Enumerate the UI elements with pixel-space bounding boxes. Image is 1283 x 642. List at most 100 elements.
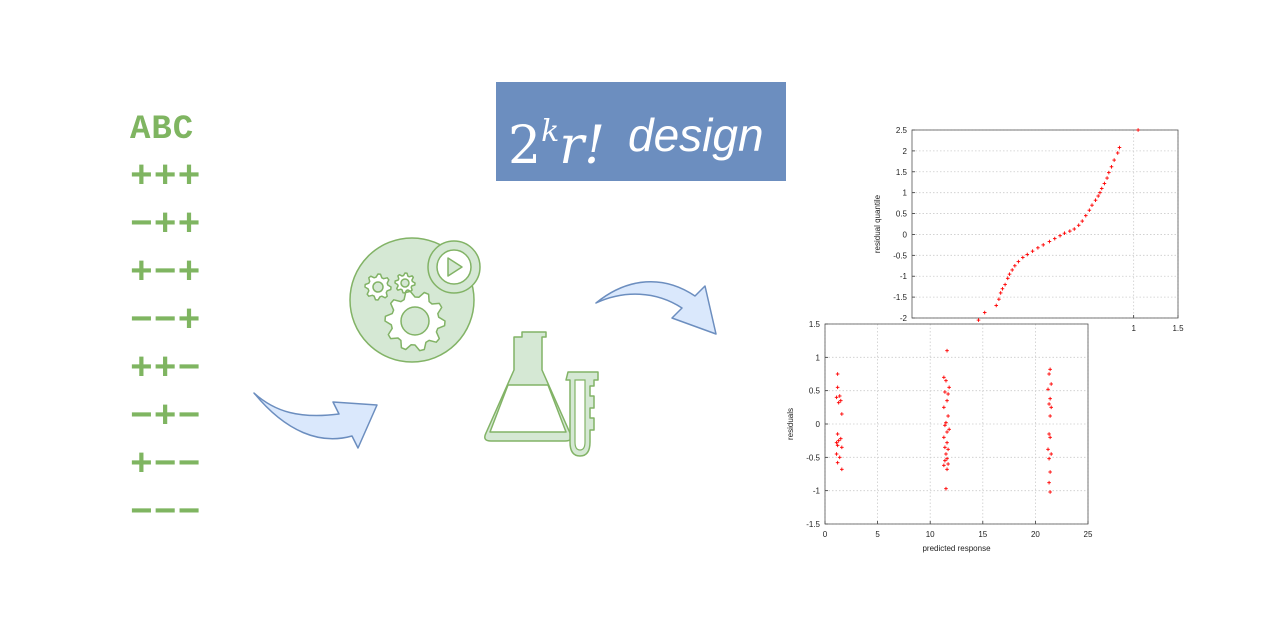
factor-row-6: −+−	[130, 396, 202, 439]
data-point	[947, 427, 951, 432]
data-point	[1087, 208, 1092, 213]
data-point	[835, 460, 840, 465]
data-point	[835, 385, 840, 390]
data-point	[1117, 145, 1122, 150]
factor-row-3: +−+	[130, 252, 202, 295]
data-point	[998, 291, 1003, 295]
y-tick-label: 1	[816, 353, 821, 362]
data-point	[946, 447, 950, 452]
data-point	[1000, 286, 1005, 291]
data-point	[946, 462, 950, 466]
data-point	[1090, 203, 1094, 207]
data-point	[1047, 432, 1051, 436]
data-point	[1102, 181, 1107, 186]
title-base: 2	[508, 116, 542, 176]
data-point	[997, 297, 1001, 301]
y-tick-label: -1.5	[893, 293, 907, 302]
flask-icon	[484, 331, 599, 457]
data-point	[1007, 272, 1012, 276]
y-tick-label: 2	[903, 147, 908, 156]
arrow-curve-icon	[595, 280, 717, 335]
data-point	[1049, 452, 1053, 456]
data-point	[836, 400, 841, 405]
data-point	[943, 458, 947, 463]
data-point	[942, 463, 946, 468]
x-tick-label: 25	[1084, 530, 1093, 539]
data-point	[834, 395, 839, 400]
data-point	[982, 310, 987, 315]
data-point	[1047, 239, 1052, 244]
data-point	[1048, 396, 1052, 401]
residuals-plot: 0 5 10 15 20 25 1.5 1 0.5 0 -0.5 -1 -1.5 residuals pre…	[786, 320, 1093, 553]
data-point	[1112, 158, 1116, 162]
data-point	[944, 452, 948, 456]
x-tick-label: 0	[823, 530, 828, 539]
data-point	[945, 348, 949, 353]
data-point	[994, 303, 999, 308]
y-tick-label: 0	[903, 230, 908, 239]
x-tick-label: 20	[1031, 530, 1040, 539]
data-point	[1049, 405, 1053, 410]
data-point	[1048, 470, 1052, 474]
factor-row-4: −−+	[130, 300, 202, 343]
data-point	[942, 375, 946, 380]
data-point	[1010, 268, 1014, 272]
data-point	[1046, 447, 1050, 452]
x-tick-label: 10	[926, 530, 935, 539]
data-point	[1098, 190, 1102, 195]
factor-row-2: −++	[130, 204, 202, 247]
y-tick-label: 1.5	[896, 168, 908, 177]
y-tick-label: -1	[900, 272, 908, 281]
data-point	[1048, 367, 1052, 372]
data-point	[1003, 282, 1007, 287]
data-point	[943, 390, 947, 394]
y-tick-label: -0.5	[893, 251, 907, 260]
data-point	[837, 394, 842, 398]
y-tick-label: 0.5	[896, 210, 908, 219]
data-point	[834, 452, 839, 456]
chart-grid	[912, 129, 1179, 319]
gear-icon	[364, 273, 392, 301]
y-tick-label: -2	[900, 314, 908, 323]
data-point	[840, 467, 844, 472]
data-point	[1058, 233, 1062, 238]
y-tick-label: 0	[816, 420, 821, 429]
y-tick-label: 0.5	[809, 387, 821, 396]
data-point	[838, 436, 843, 441]
data-point	[942, 405, 946, 410]
data-point	[1115, 151, 1120, 155]
data-point	[1109, 164, 1114, 169]
data-point	[944, 420, 948, 425]
gears-play-icon	[349, 237, 481, 363]
factor-table-header: ABC	[130, 111, 195, 149]
data-point	[835, 443, 840, 448]
data-point	[1047, 456, 1051, 461]
data-point	[945, 398, 949, 403]
data-point	[1093, 198, 1098, 202]
data-point	[1107, 170, 1111, 175]
data-point	[1030, 249, 1035, 253]
data-point	[1052, 236, 1057, 241]
data-point	[835, 432, 840, 436]
data-point	[837, 455, 842, 460]
data-point	[1041, 243, 1046, 247]
data-point	[945, 456, 949, 461]
x-tick-label: 1	[1131, 324, 1136, 333]
data-point	[1046, 387, 1050, 392]
data-point	[946, 414, 950, 418]
title-word: design	[628, 109, 764, 161]
data-point	[944, 378, 948, 383]
x-tick-label: 5	[875, 530, 880, 539]
factor-row-1: +++	[130, 156, 202, 199]
data-point	[838, 398, 843, 403]
factor-row-5: ++−	[130, 348, 202, 391]
data-point	[1025, 252, 1030, 257]
x-tick-label: 15	[978, 530, 987, 539]
title-rest: r!	[559, 116, 606, 176]
title-formula: 2kr!	[508, 92, 605, 186]
data-point	[1036, 246, 1040, 250]
data-point	[1062, 231, 1067, 235]
factor-table: ABC +++ −++ +−+ −−+ ++− −+− +−− −−−	[130, 108, 220, 540]
title-exponent: k	[541, 114, 560, 149]
